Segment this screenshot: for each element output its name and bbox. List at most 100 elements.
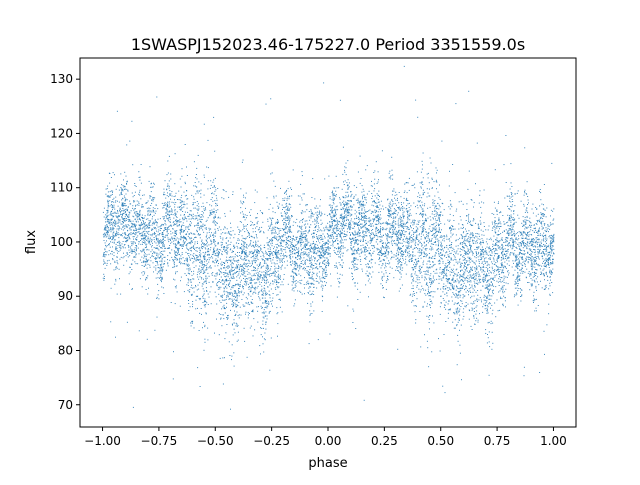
data-point (334, 221, 336, 222)
data-point (229, 272, 231, 274)
data-point (508, 272, 510, 274)
data-point (278, 206, 280, 208)
data-point (332, 191, 333, 193)
data-point (380, 247, 382, 249)
data-point (127, 189, 129, 191)
data-point (440, 278, 442, 280)
data-point (335, 209, 337, 210)
data-point (174, 183, 176, 185)
data-point (445, 266, 447, 268)
data-point (183, 230, 185, 232)
data-point (436, 212, 438, 214)
data-point (348, 203, 350, 205)
data-point (538, 284, 540, 286)
data-point (301, 279, 303, 281)
data-point (474, 284, 475, 286)
data-point (230, 241, 232, 243)
data-point (254, 261, 256, 263)
data-point (276, 276, 278, 278)
data-point (292, 271, 294, 273)
data-point (511, 186, 513, 187)
data-point (426, 340, 428, 342)
data-point (543, 240, 545, 242)
data-point (408, 215, 410, 217)
data-point (293, 252, 295, 254)
data-point (117, 212, 119, 214)
data-point (506, 253, 508, 255)
data-point (414, 266, 415, 268)
data-point (156, 230, 157, 232)
data-point (150, 260, 152, 262)
data-point (366, 243, 368, 245)
data-point (348, 221, 350, 223)
data-point (184, 216, 186, 218)
data-point (146, 207, 148, 209)
data-point (238, 252, 240, 253)
data-point (407, 241, 408, 243)
data-point (476, 273, 478, 275)
data-point (534, 251, 536, 253)
data-point (451, 285, 453, 287)
data-point (220, 271, 222, 273)
data-point (225, 279, 227, 281)
data-point (494, 275, 496, 277)
data-point (311, 294, 313, 295)
data-point (423, 230, 425, 232)
data-point (484, 257, 486, 259)
data-point (276, 253, 278, 255)
data-point (533, 257, 535, 259)
data-point (135, 220, 137, 222)
data-point (364, 204, 366, 206)
data-point (271, 172, 273, 174)
data-point (435, 211, 437, 213)
data-point (432, 217, 434, 219)
data-point (492, 293, 494, 295)
data-point (147, 210, 149, 212)
data-point (176, 234, 177, 235)
data-point (518, 244, 520, 246)
data-point (171, 256, 173, 258)
data-point (286, 212, 288, 214)
data-point (475, 277, 477, 279)
data-point (263, 276, 265, 278)
data-point (496, 237, 498, 239)
data-point (514, 260, 516, 262)
data-point (156, 239, 157, 241)
data-point (365, 196, 367, 198)
data-point (225, 272, 227, 274)
data-point (268, 294, 270, 296)
data-point (119, 227, 121, 229)
data-point (362, 226, 364, 228)
data-point (244, 272, 246, 274)
data-point (474, 273, 476, 275)
data-point (354, 282, 356, 284)
data-point (511, 228, 513, 230)
data-point (278, 286, 280, 288)
data-point (513, 274, 515, 276)
data-point (220, 229, 222, 231)
data-point (123, 225, 125, 226)
data-point (429, 304, 430, 306)
data-point (134, 208, 136, 210)
data-point (315, 207, 317, 209)
data-point (127, 216, 129, 217)
data-point (516, 263, 518, 265)
data-point (464, 279, 466, 281)
data-point (347, 211, 349, 213)
data-point (407, 200, 409, 201)
data-point (150, 191, 152, 193)
data-point (426, 248, 428, 249)
data-point (148, 259, 150, 261)
data-point (218, 249, 220, 250)
data-point (199, 190, 201, 192)
data-point (425, 245, 427, 247)
data-point (545, 264, 547, 266)
data-point (245, 313, 246, 315)
data-point (141, 221, 142, 223)
data-point (237, 267, 239, 268)
data-point (166, 216, 168, 218)
data-point (233, 304, 235, 306)
data-point (275, 250, 277, 252)
data-point (295, 269, 297, 271)
data-point (515, 279, 517, 280)
